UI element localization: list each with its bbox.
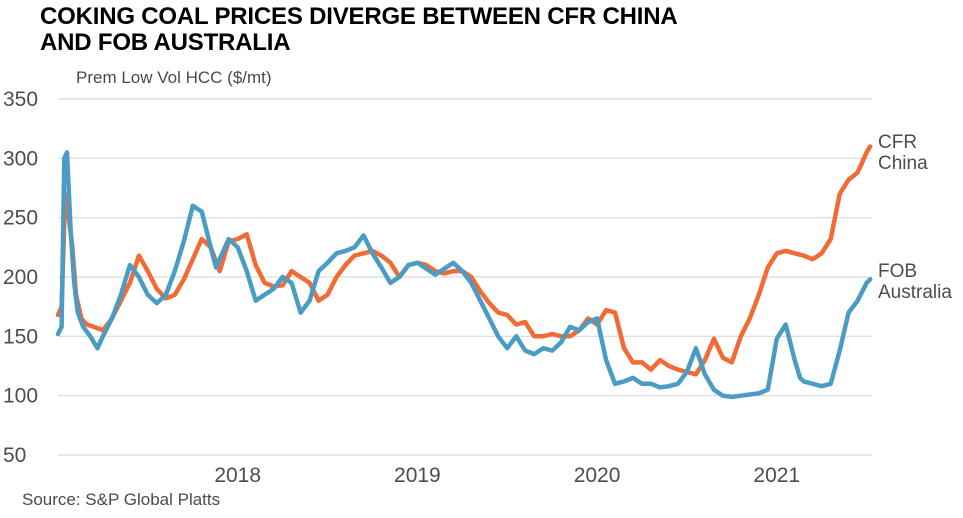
y-axis-ticks: 350 300 250 200 150 100 50: [3, 88, 38, 467]
y-tick-label: 250: [3, 207, 38, 230]
chart-title-line-1: COKING COAL PRICES DIVERGE BETWEEN CFR C…: [40, 3, 678, 30]
series-label-fob-australia: FOB: [878, 261, 917, 282]
y-tick-label: 150: [3, 325, 38, 348]
series-label-cfr-china: CFR: [878, 132, 917, 153]
x-axis-ticks: 2018 2019 2020 2021: [214, 464, 800, 487]
y-tick-label: 50: [3, 444, 26, 467]
chart-title-line-2: AND FOB AUSTRALIA: [40, 29, 291, 56]
chart-title: COKING COAL PRICES DIVERGE BETWEEN CFR C…: [40, 4, 940, 56]
y-axis-unit-label: Prem Low Vol HCC ($/mt): [76, 68, 272, 87]
x-tick-label: 2019: [394, 464, 441, 487]
series-label-cfr-china: China: [878, 153, 928, 174]
y-tick-label: 300: [3, 147, 38, 170]
source-note: Source: S&P Global Platts: [22, 490, 221, 509]
series-group: [55, 144, 873, 400]
x-tick-label: 2020: [574, 464, 621, 487]
y-tick-label: 200: [3, 266, 38, 289]
x-tick-label: 2021: [753, 464, 800, 487]
y-tick-label: 350: [3, 88, 38, 111]
y-tick-label: 100: [3, 385, 38, 408]
x-tick-label: 2018: [214, 464, 261, 487]
series-label-fob-australia: Australia: [878, 282, 952, 303]
series-line-fob-australia: [55, 150, 873, 400]
